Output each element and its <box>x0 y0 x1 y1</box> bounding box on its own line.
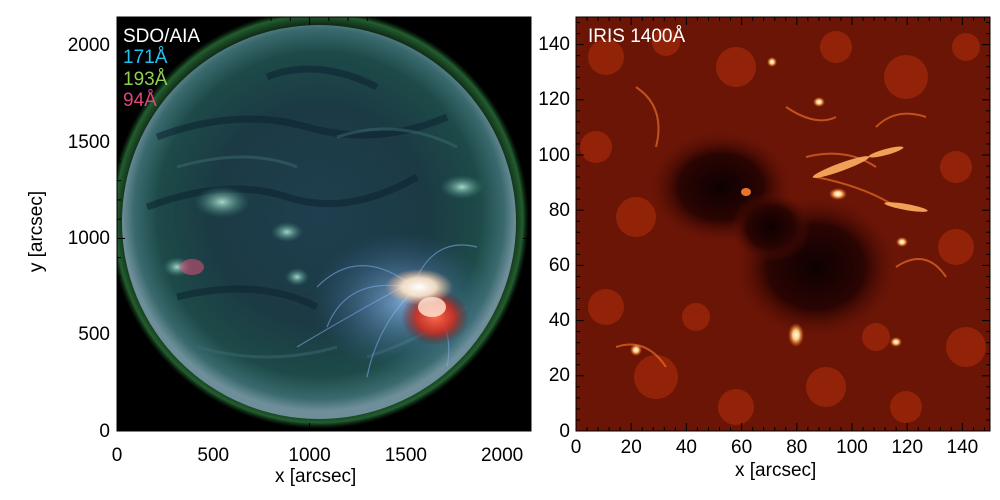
iris-y-tick-label: 100 <box>538 144 570 166</box>
solar-disk-composite <box>117 17 531 431</box>
aia-x-axis-title: x [arcsec] <box>275 466 357 487</box>
aia-x-tick-label: 1500 <box>384 445 427 466</box>
iris-y-tick-label: 140 <box>538 34 570 56</box>
aia-y-tick-label: 0 <box>99 420 110 442</box>
aia-x-tick-label: 2000 <box>480 445 524 466</box>
iris-x-tick-label: 40 <box>675 437 697 458</box>
iris-y-tick-label: 40 <box>548 310 570 332</box>
aia-instrument-label: SDO/AIA <box>123 26 201 47</box>
iris-y-tick-label: 60 <box>548 254 570 276</box>
iris-x-tick-label: 100 <box>836 437 868 458</box>
aia-x-tick-label: 0 <box>111 445 123 466</box>
legend-94: 94Å <box>123 89 157 111</box>
sunspot-texture <box>576 17 990 431</box>
aia-instrument-legend: SDO/AIA 171Å 193Å 94Å <box>123 26 200 111</box>
aia-full-disk-image: SDO/AIA 171Å 193Å 94Å <box>117 17 531 431</box>
iris-y-tick-label: 20 <box>548 365 570 387</box>
iris-x-tick-label: 0 <box>570 437 582 458</box>
iris-x-tick-label: 140 <box>946 437 979 458</box>
iris-y-tick-label: 0 <box>559 420 570 442</box>
aia-y-tick-label: 500 <box>78 324 110 346</box>
iris-x-tick-label: 80 <box>786 437 808 458</box>
iris-x-tick-label: 20 <box>620 437 642 458</box>
iris-y-tick-label: 80 <box>548 199 570 221</box>
aia-y-axis-title: y [arcsec] <box>26 190 48 273</box>
aia-y-tick-label: 1000 <box>67 227 110 249</box>
iris-y-tick-label: 120 <box>538 89 570 111</box>
iris-x-tick-label: 120 <box>891 437 924 458</box>
aia-y-tick-label: 1500 <box>67 131 110 153</box>
aia-x-tick-label: 1000 <box>288 445 331 466</box>
aia-y-tick-label: 2000 <box>67 35 110 57</box>
iris-instrument-label: IRIS 1400Å <box>588 26 686 47</box>
aia-x-tick-label: 500 <box>197 445 230 466</box>
legend-171: 171Å <box>123 47 168 69</box>
aia-axes-frame <box>116 16 532 432</box>
legend-193: 193Å <box>123 68 168 90</box>
iris-sunspot-image: IRIS 1400Å <box>576 17 990 431</box>
iris-axes-frame <box>575 16 991 432</box>
iris-x-tick-label: 60 <box>731 437 753 458</box>
iris-x-axis-title: x [arcsec] <box>735 460 817 481</box>
